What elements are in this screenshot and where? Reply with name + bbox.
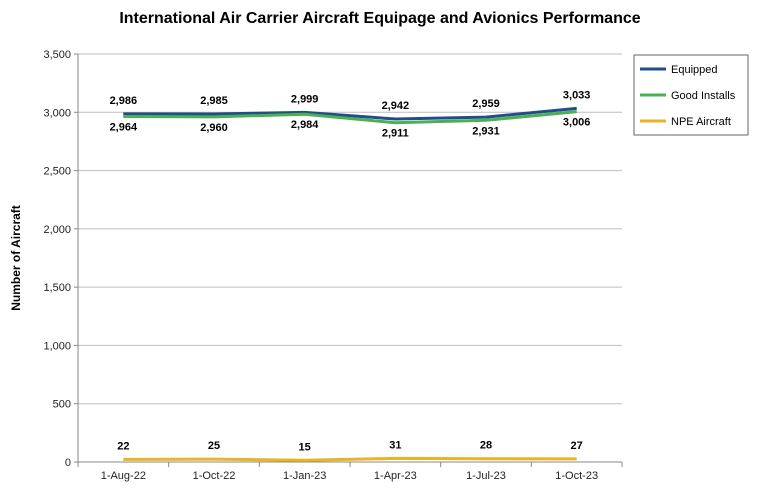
series-line-good-installs: [123, 110, 577, 125]
data-label: 2,999: [291, 93, 319, 105]
data-label: 2,960: [200, 122, 228, 134]
y-tick-label: 500: [53, 399, 71, 411]
data-label: 2,911: [382, 128, 409, 140]
x-tick-label: 1-Jul-23: [466, 470, 506, 482]
data-label: 2,985: [200, 95, 228, 107]
x-tick-label: 1-Apr-23: [374, 470, 417, 482]
y-tick-label: 2,000: [43, 224, 71, 236]
legend-entry: Good Installs: [671, 90, 736, 102]
data-label: 15: [299, 441, 311, 453]
x-tick-label: 1-Oct-23: [555, 470, 598, 482]
data-label: 27: [571, 440, 583, 452]
data-label: 2,964: [110, 121, 138, 133]
data-label: 28: [480, 440, 492, 452]
axes: 0 500 1,000 1,500 2,000 2,500 3,000 3,500 1-Aug-…: [43, 49, 623, 482]
series-lines: [123, 106, 577, 462]
data-labels: 2,986 2,985 2,999 2,942 2,959 3,033 2,964 2,960…: [110, 89, 591, 453]
data-label: 2,931: [472, 125, 500, 137]
y-tick-label: 3,000: [43, 107, 71, 119]
series-line-npe-aircraft: [123, 456, 577, 462]
data-label: 2,984: [291, 119, 319, 131]
y-axis-label: Number of Aircraft: [9, 205, 23, 311]
data-label: 25: [208, 440, 220, 452]
y-tick-label: 1,500: [43, 282, 71, 294]
data-label: 2,942: [382, 100, 410, 112]
legend-entry: Equipped: [671, 64, 718, 76]
x-tick-label: 1-Jan-23: [283, 470, 326, 482]
data-label: 3,006: [563, 117, 591, 129]
legend-entry: NPE Aircraft: [671, 116, 731, 128]
y-tick-label: 0: [65, 457, 71, 469]
y-tick-label: 2,500: [43, 166, 71, 178]
y-tick-label: 1,000: [43, 340, 71, 352]
x-tick-label: 1-Oct-22: [193, 470, 236, 482]
series-line-equipped: [123, 106, 577, 121]
chart-title: International Air Carrier Aircraft Equip…: [119, 10, 640, 27]
legend: Equipped Good Installs NPE Aircraft: [633, 54, 749, 136]
data-label: 3,033: [563, 89, 591, 101]
data-label: 2,986: [110, 95, 138, 107]
x-tick-label: 1-Aug-22: [101, 470, 146, 482]
y-tick-label: 3,500: [43, 49, 71, 61]
grid-lines: [78, 53, 622, 405]
data-label: 22: [117, 440, 129, 452]
data-label: 2,959: [472, 98, 500, 110]
data-label: 31: [389, 439, 401, 451]
